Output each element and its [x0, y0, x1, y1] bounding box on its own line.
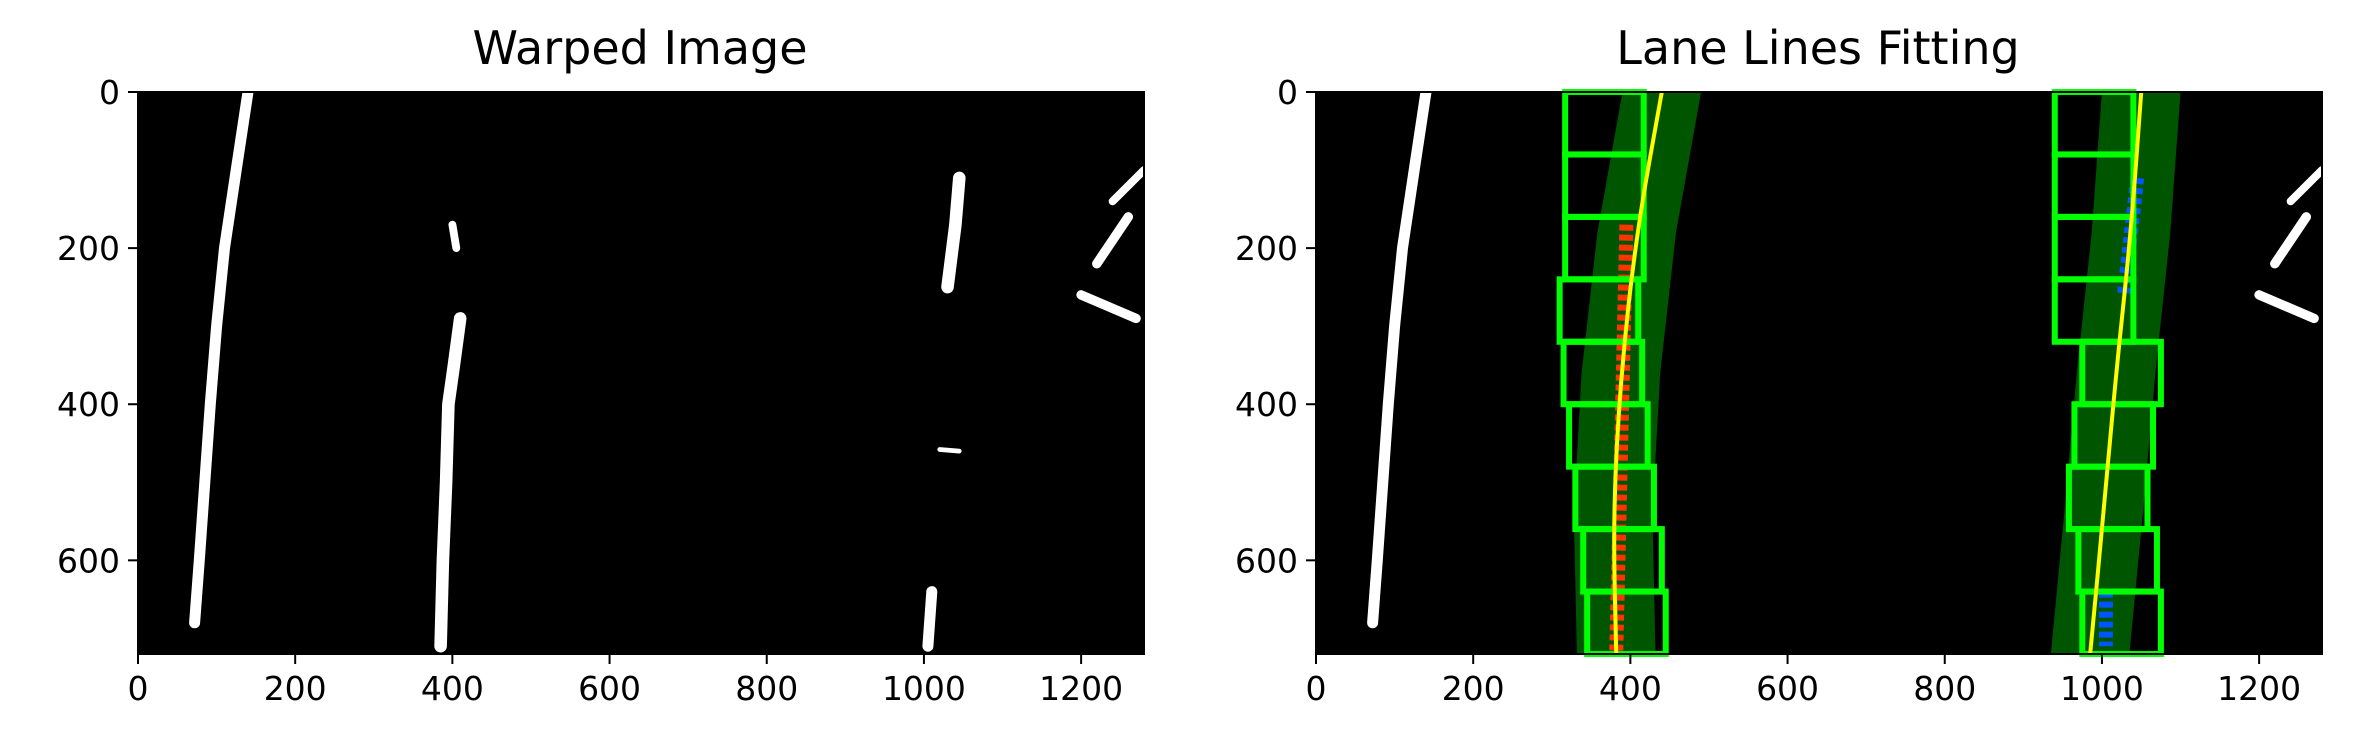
x-tick-label: 800: [735, 669, 798, 708]
background-pixels-edge-noise-1: [2286, 166, 2326, 206]
lane-pixels-edge-noise-2: [1092, 212, 1134, 269]
x-tick-label: 800: [1913, 669, 1976, 708]
lane-pixels-edge-noise-1: [1108, 166, 1148, 206]
x-tick-label: 0: [1306, 669, 1327, 708]
x-tick-label: 1200: [2217, 669, 2301, 708]
lane-fit-axes: Lane Lines Fitting 0 200 400 600 800 1000 1200…: [1235, 21, 2326, 708]
y-tick-label: 0: [1277, 73, 1298, 112]
y-tick-label: 200: [57, 229, 120, 268]
x-tick-label: 400: [1599, 669, 1662, 708]
lane-fit-ticks: 0 200 400 600 800 1000 1200 0 200 400 600: [1235, 73, 2301, 708]
left-fit-line: [1612, 91, 1664, 655]
lane-pixels-left-line: [189, 86, 254, 629]
lane-pixels-speck-1: [937, 447, 962, 454]
x-tick-label: 200: [1442, 669, 1505, 708]
x-tick-label: 1200: [1039, 669, 1123, 708]
y-tick-label: 400: [1235, 385, 1298, 424]
x-tick-label: 400: [421, 669, 484, 708]
lane-pixels-edge-noise-3: [1076, 290, 1141, 324]
lane-pixels-right-line: [434, 312, 467, 653]
x-tick-label: 1000: [882, 669, 966, 708]
y-tick-label: 600: [1235, 541, 1298, 580]
x-tick-label: 600: [1756, 669, 1819, 708]
left-search-area: [1573, 92, 1702, 654]
x-tick-label: 200: [264, 669, 327, 708]
image-background: [138, 92, 1144, 654]
left-lane-pixels: [1609, 224, 1634, 655]
lane-pixels-right-dash-top: [941, 171, 966, 294]
x-tick-label: 1000: [2060, 669, 2144, 708]
warped-image-plot: [138, 86, 1148, 654]
x-tick-label: 600: [578, 669, 641, 708]
y-tick-label: 0: [99, 73, 120, 112]
y-tick-label: 600: [57, 541, 120, 580]
right-fit-line: [2088, 91, 2144, 655]
background-pixels-edge-noise-3: [2254, 290, 2319, 324]
x-tick-label: 0: [128, 669, 149, 708]
background-pixels-left-line: [1367, 86, 1432, 629]
lane-pixels-right-line-top: [448, 220, 461, 253]
y-tick-label: 200: [1235, 229, 1298, 268]
lane-fit-plot: [1316, 86, 2326, 657]
warped-image-frame: [137, 91, 1145, 655]
warped-image-ticks: 0 200 400 600 800 1000 1200 0 200 400 600: [57, 73, 1123, 708]
background-pixels-edge-noise-2: [2270, 212, 2312, 269]
lane-fit-frame: [1315, 91, 2323, 655]
warped-image-title: Warped Image: [472, 21, 807, 75]
lane-pixels-right-dash-bottom: [922, 586, 938, 652]
y-tick-label: 400: [57, 385, 120, 424]
lane-fit-title: Lane Lines Fitting: [1616, 21, 2019, 75]
warped-image-axes: Warped Image 0 200 400 600 800 1000 1200 0 200 40…: [57, 21, 1148, 708]
